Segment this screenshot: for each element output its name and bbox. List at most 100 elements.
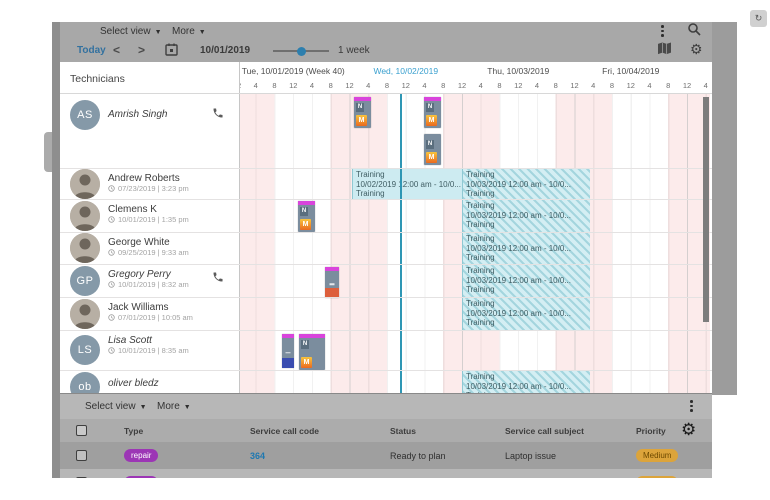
- table-more-label: More: [157, 401, 180, 412]
- more-button[interactable]: More ▼: [172, 26, 206, 37]
- tick-label: 8: [328, 81, 333, 90]
- technician-row[interactable]: Jack Williams 07/01/2019 | 10:05 am: [60, 297, 240, 330]
- technician-row[interactable]: GP Gregory Perry 10/01/2019 | 8:32 am: [60, 264, 240, 297]
- technician-row[interactable]: LS Lisa Scott 10/01/2019 | 8:35 am: [60, 330, 240, 370]
- select-view-button[interactable]: Select view ▼: [100, 26, 162, 37]
- card-type-letter: N: [301, 340, 309, 349]
- status-cell: Ready to plan: [390, 451, 446, 461]
- technician-avatar: [70, 233, 100, 263]
- technician-name: Andrew Roberts: [108, 173, 180, 184]
- calendar-icon[interactable]: [165, 43, 178, 56]
- card-status-strip: [354, 97, 371, 101]
- card-status-strip: [325, 267, 339, 271]
- zoom-slider[interactable]: [273, 46, 329, 56]
- table-row[interactable]: repair 364 Ready to plan Laptop issue Medium: [60, 442, 712, 469]
- technician-last-update: 10/01/2019 | 8:32 am: [108, 280, 189, 289]
- phone-icon[interactable]: [212, 271, 225, 284]
- type-badge: repair: [124, 449, 159, 462]
- day-label: Wed, 10/02/2019: [373, 66, 439, 76]
- select-all-checkbox[interactable]: [76, 425, 87, 436]
- day-label: Tue, 10/01/2019 (Week 40): [241, 66, 345, 76]
- training-block[interactable]: Training 10/02/2019 12:00 am - 10/0... Tra…: [352, 169, 462, 199]
- tick-label: 8: [553, 81, 558, 90]
- technician-row[interactable]: Clemens K 10/01/2019 | 1:35 pm: [60, 199, 240, 232]
- phone-icon[interactable]: [212, 107, 225, 120]
- table-select-view-button[interactable]: Select view ▼: [85, 401, 147, 412]
- card-priority-badge: M: [356, 115, 367, 126]
- technician-name: George White: [108, 237, 170, 248]
- table-more-button[interactable]: More ▼: [157, 401, 191, 412]
- day-label: Fri, 10/04/2019: [602, 66, 660, 76]
- technician-row[interactable]: AS Amrish Singh: [60, 95, 240, 168]
- next-arrow-button[interactable]: >: [138, 43, 146, 57]
- priority-badge: Medium: [636, 476, 679, 478]
- clock-icon: [108, 314, 115, 321]
- row-divider: [60, 232, 712, 233]
- card-priority-badge: M: [301, 357, 312, 368]
- vertical-scrollbar[interactable]: [703, 97, 709, 322]
- row-checkbox[interactable]: [76, 450, 87, 461]
- technician-last-update: 07/01/2019 | 10:05 am: [108, 313, 193, 322]
- card-dash: [285, 351, 291, 354]
- tick-label: 4: [703, 81, 708, 90]
- current-time-line: [400, 93, 402, 393]
- table-overflow-menu-icon[interactable]: [690, 400, 693, 412]
- column-header-status: Status: [390, 426, 416, 436]
- today-button[interactable]: Today: [77, 45, 106, 56]
- overflow-menu-icon[interactable]: [661, 25, 664, 37]
- zoom-slider-handle[interactable]: [297, 46, 306, 56]
- technician-last-update: 10/01/2019 | 1:35 pm: [108, 215, 189, 224]
- chevron-down-icon: ▼: [139, 404, 147, 411]
- day-label: Thu, 10/03/2019: [487, 66, 550, 76]
- map-icon[interactable]: [657, 42, 672, 55]
- card-bottom-strip: [282, 358, 294, 368]
- tick-label: 4: [478, 81, 483, 90]
- settings-gear-icon[interactable]: ⚙: [690, 41, 703, 57]
- subject-cell: Laptop issue: [505, 451, 557, 461]
- table-row[interactable]: repair Medium: [60, 469, 712, 478]
- technician-row[interactable]: George White 09/25/2019 | 9:33 am: [60, 232, 240, 264]
- window-right-edge: [712, 22, 737, 395]
- window-left-tab: [44, 132, 52, 172]
- technicians-panel: Technicians AS Amrish Singh Andrew Roberts…: [60, 62, 240, 393]
- prev-arrow-button[interactable]: <: [113, 43, 121, 57]
- table-settings-gear-icon[interactable]: ⚙: [681, 420, 697, 439]
- technician-row[interactable]: ob oliver bledz: [60, 370, 240, 393]
- chevron-down-icon: ▼: [198, 29, 206, 36]
- technician-row[interactable]: Andrew Roberts 07/23/2019 | 3:23 pm: [60, 168, 240, 199]
- card-type-letter: N: [426, 103, 434, 112]
- card-status-strip: [299, 334, 325, 338]
- schedule-card[interactable]: [325, 267, 339, 298]
- clock-icon: [108, 281, 115, 288]
- browser-corner-artifact: ↻: [750, 10, 767, 27]
- tick-label: 8: [609, 81, 615, 90]
- column-header-service-call-code: Service call code: [250, 426, 319, 436]
- row-divider: [60, 370, 712, 371]
- technician-name: Lisa Scott: [108, 335, 152, 346]
- tick-label: 4: [309, 81, 315, 90]
- technician-avatar: AS: [70, 100, 100, 130]
- card-status-strip: [424, 97, 441, 101]
- table-header-row: Type Service call code Status Service call …: [60, 419, 712, 442]
- chevron-down-icon: ▼: [183, 404, 191, 411]
- schedule-card[interactable]: [282, 334, 294, 368]
- row-divider: [60, 168, 712, 169]
- technician-name: Gregory Perry: [108, 269, 171, 280]
- service-call-code-link[interactable]: 364: [250, 451, 266, 461]
- search-icon[interactable]: [687, 22, 701, 36]
- window-left-edge: [52, 22, 60, 478]
- row-checkbox[interactable]: [76, 477, 87, 478]
- tick-label: 12: [401, 81, 410, 90]
- technician-avatar: [70, 169, 100, 199]
